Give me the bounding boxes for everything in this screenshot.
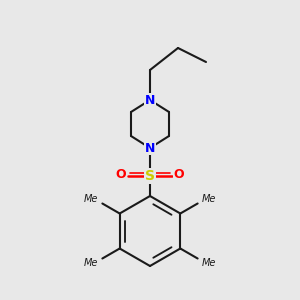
Text: O: O — [116, 169, 126, 182]
Text: S: S — [145, 169, 155, 183]
Text: Me: Me — [202, 259, 217, 269]
Text: O: O — [174, 169, 184, 182]
Text: Me: Me — [83, 194, 98, 203]
Text: Me: Me — [202, 194, 217, 203]
Text: N: N — [145, 94, 155, 106]
Text: Me: Me — [83, 259, 98, 269]
Text: N: N — [145, 142, 155, 154]
